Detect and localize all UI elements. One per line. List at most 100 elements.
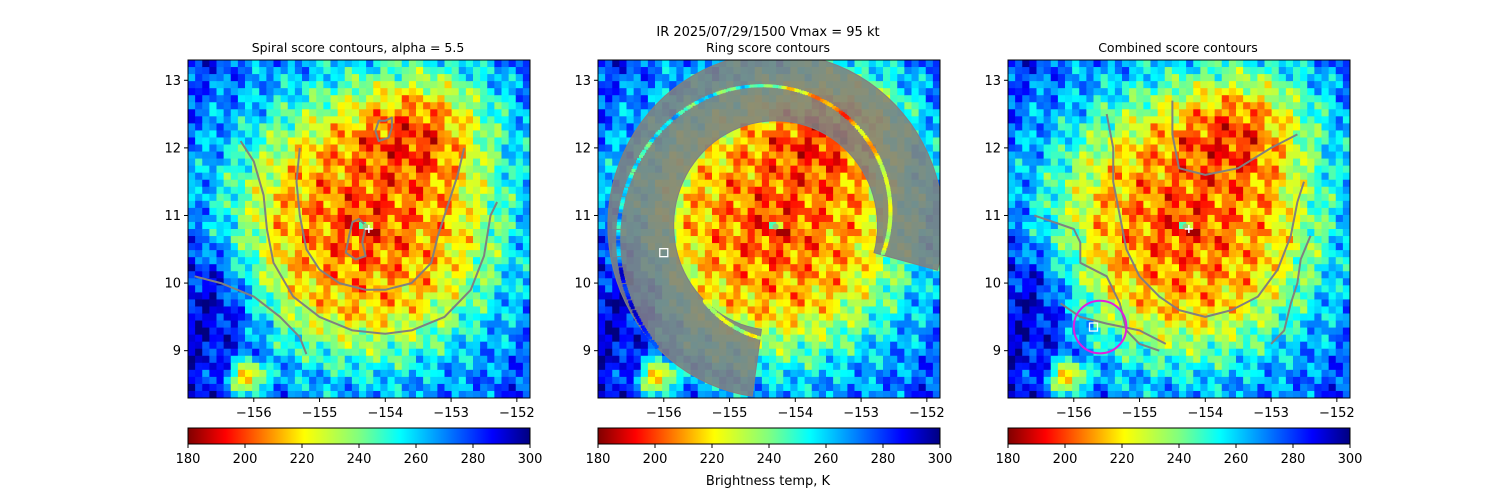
- ring-speckle: [647, 141, 652, 145]
- colorbar-tick-label: 240: [757, 452, 782, 467]
- ring-speckle: [616, 236, 621, 240]
- ring-speckle: [772, 84, 777, 88]
- axes-frame: [187, 59, 531, 399]
- x-tick-label: −155: [1122, 406, 1158, 421]
- panel-ring: Ring score contours −156 −155 −154 −153 −152…: [574, 40, 952, 467]
- ring-speckle: [639, 154, 643, 158]
- ring-speckle: [744, 331, 748, 335]
- ring-speckle: [617, 215, 622, 219]
- ring-speckle: [721, 318, 726, 321]
- ring-speckle: [764, 84, 769, 88]
- contour-west-arc: [1105, 113, 1305, 318]
- ring-speckle: [711, 309, 715, 312]
- ring-speckle: [738, 86, 742, 90]
- x-tick-label: −154: [1187, 406, 1223, 421]
- ring-speckle: [636, 160, 640, 164]
- ring-speckle: [640, 325, 645, 329]
- ring-speckle: [730, 324, 735, 328]
- ring-speckle: [630, 306, 635, 310]
- ring-speckle: [617, 222, 621, 225]
- ring-speckle: [622, 193, 627, 197]
- ring-speckle: [645, 333, 650, 337]
- ring-speckle: [884, 240, 889, 244]
- ring-speckle: [888, 207, 893, 211]
- ring-speckle: [753, 335, 757, 338]
- colorbar-tick-label: 180: [996, 452, 1021, 467]
- ring-speckle: [616, 249, 621, 253]
- x-tick-label: −152: [499, 406, 535, 421]
- ring-speckle: [641, 151, 645, 155]
- ring-speckle: [883, 245, 888, 248]
- ring-speckle: [887, 193, 892, 197]
- ring-speckle: [789, 87, 794, 91]
- ring-speckle: [620, 199, 625, 203]
- ring-speckle: [886, 231, 891, 235]
- ring-speckle: [651, 137, 656, 141]
- ring-speckle: [624, 187, 629, 191]
- x-tick-label: −156: [646, 406, 682, 421]
- ring-speckle: [876, 157, 881, 161]
- contour-southwest-band: [194, 275, 308, 355]
- panel-spiral: Spiral score contours, alpha = 5.5 −156 −…: [164, 40, 542, 467]
- ring-speckle: [618, 213, 623, 217]
- ring-speckle: [732, 87, 737, 91]
- ring-speckle: [758, 84, 763, 88]
- ring-speckle: [724, 320, 729, 324]
- ring-speckle: [881, 169, 886, 173]
- brightness-field: [1008, 60, 1350, 398]
- x-tick-label: −152: [1319, 406, 1355, 421]
- ring-speckle: [820, 99, 825, 102]
- colorbar-tick-label: 200: [1053, 452, 1078, 467]
- y-tick-label: 13: [984, 74, 1001, 89]
- ring-speckle: [750, 334, 755, 338]
- ring-speckle: [708, 94, 712, 98]
- ring-speckle: [872, 148, 876, 152]
- contour-eye-loop: [344, 217, 367, 261]
- ring-speckle: [886, 233, 891, 237]
- ring-speckle: [728, 322, 732, 326]
- contour-west-loop: [1033, 214, 1160, 352]
- eye-dot: [362, 223, 369, 230]
- ring-speckle: [878, 162, 883, 165]
- ring-speckle: [616, 253, 621, 257]
- ring-speckle: [624, 290, 629, 294]
- ring-speckle: [870, 146, 875, 150]
- center-square-marker: [659, 248, 669, 258]
- ring-speckle: [716, 91, 721, 95]
- ring-speckle: [629, 302, 634, 306]
- ring-speckle: [620, 276, 625, 280]
- ring-speckle: [625, 183, 630, 187]
- colorbar-tick-label: 260: [404, 452, 429, 467]
- x-tick-label: −156: [236, 406, 272, 421]
- ring-speckle: [834, 107, 839, 111]
- ring-speckle: [877, 160, 882, 164]
- ring-speckle: [867, 141, 872, 145]
- colorbar-strip: [597, 427, 941, 445]
- ring-speckle: [767, 84, 772, 88]
- colorbar-tick-label: 280: [871, 452, 896, 467]
- ring-speckle: [704, 96, 709, 100]
- center-square-marker: [1088, 322, 1099, 332]
- ring-speckle: [618, 209, 623, 213]
- ring-speckle: [879, 164, 884, 168]
- ring-speckle: [854, 125, 859, 129]
- colorbar-tick-label: 180: [586, 452, 611, 467]
- y-tick-label: 12: [984, 141, 1001, 156]
- ring-speckle: [706, 304, 711, 307]
- ring-speckle: [679, 111, 683, 115]
- y-tick-label: 11: [984, 209, 1001, 224]
- ring-speckle: [619, 205, 624, 209]
- panel-title: Spiral score contours, alpha = 5.5: [252, 40, 465, 55]
- ring-speckle: [757, 336, 762, 340]
- ring-speckle: [753, 84, 758, 88]
- ring-speckle: [662, 124, 667, 128]
- contour-north-blob: [374, 116, 393, 143]
- ring-speckle: [888, 201, 893, 205]
- ring-speckle: [617, 219, 622, 223]
- ring-speckle: [622, 284, 627, 287]
- ring-speckle: [744, 85, 749, 89]
- axes-frame: [597, 59, 941, 399]
- ring-speckle: [625, 292, 630, 296]
- x-tick-label: −152: [909, 406, 945, 421]
